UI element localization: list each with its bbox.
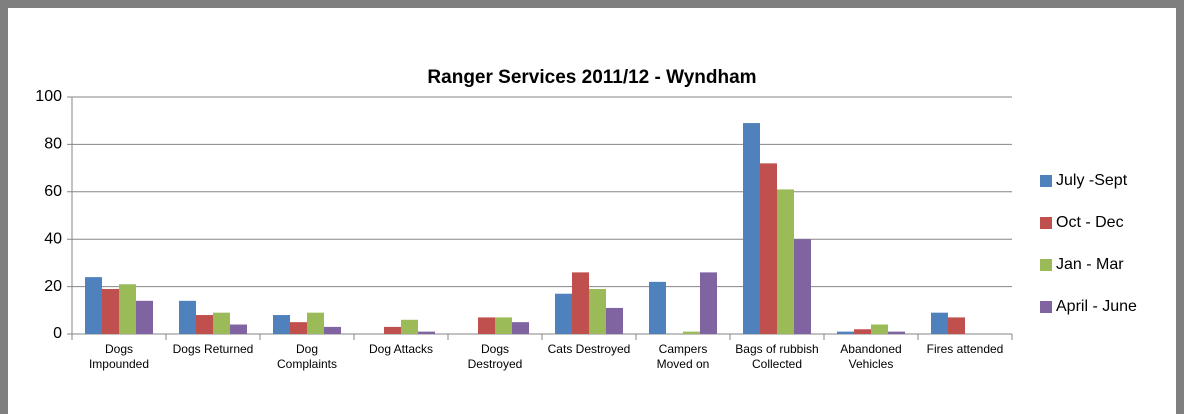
bar: [931, 312, 948, 334]
bar: [683, 331, 700, 334]
bar: [606, 307, 623, 334]
bar: [213, 312, 230, 334]
x-tick-label: Campers Moved on: [656, 342, 710, 371]
x-tick-label: Fires attended: [926, 342, 1004, 356]
bar: [196, 315, 213, 334]
legend-swatch: [1040, 259, 1052, 271]
x-tick-label: Bags of rubbish Collected: [735, 342, 819, 371]
legend-label: Jan - Mar: [1056, 256, 1124, 273]
x-tick-label: Dogs Returned: [172, 342, 254, 356]
x-tick-label: Cats Destroyed: [547, 342, 631, 356]
legend-swatch: [1040, 217, 1052, 229]
legend-swatch: [1040, 301, 1052, 313]
bar: [777, 189, 794, 334]
bar: [102, 288, 119, 334]
x-tick-label: Abandoned Vehicles: [840, 342, 902, 371]
bar: [649, 281, 666, 334]
bar: [85, 277, 102, 334]
bar: [948, 317, 965, 334]
bar: [384, 326, 401, 334]
bar: [854, 329, 871, 334]
legend-swatch: [1040, 175, 1052, 187]
y-tick-label: 0: [53, 325, 62, 342]
bar: [572, 272, 589, 334]
bar: [273, 315, 290, 334]
bar: [119, 284, 136, 334]
bar: [307, 312, 324, 334]
bar: [888, 331, 905, 334]
x-tick-label: Dog Attacks: [368, 342, 434, 356]
bar: [589, 288, 606, 334]
legend-label: April - June: [1056, 298, 1137, 315]
legend-label: Oct - Dec: [1056, 214, 1124, 231]
legend-label: July -Sept: [1056, 172, 1128, 189]
bar: [478, 317, 495, 334]
bar: [794, 239, 811, 334]
bar: [555, 293, 572, 334]
bar: [871, 324, 888, 334]
bar: [700, 272, 717, 334]
chart-area: [8, 8, 1176, 414]
bar: [512, 322, 529, 334]
y-tick-label: 100: [35, 88, 62, 105]
bar: [418, 331, 435, 334]
bar: [324, 326, 341, 334]
bar: [837, 331, 854, 334]
y-tick-label: 40: [44, 230, 62, 247]
bar: [290, 322, 307, 334]
y-tick-label: 80: [44, 136, 62, 153]
bar: [179, 300, 196, 334]
bar: [743, 123, 760, 334]
y-tick-label: 20: [44, 278, 62, 295]
chart-title: Ranger Services 2011/12 - Wyndham: [427, 67, 756, 88]
bar: [495, 317, 512, 334]
x-tick-label: Dogs Destroyed: [467, 342, 523, 371]
x-tick-label: Dog Complaints: [276, 342, 338, 371]
bar: [230, 324, 247, 334]
bar: [401, 319, 418, 334]
y-tick-label: 60: [44, 183, 62, 200]
bar: [136, 300, 153, 334]
bar: [760, 163, 777, 334]
x-tick-label: Dogs Impounded: [88, 342, 150, 371]
